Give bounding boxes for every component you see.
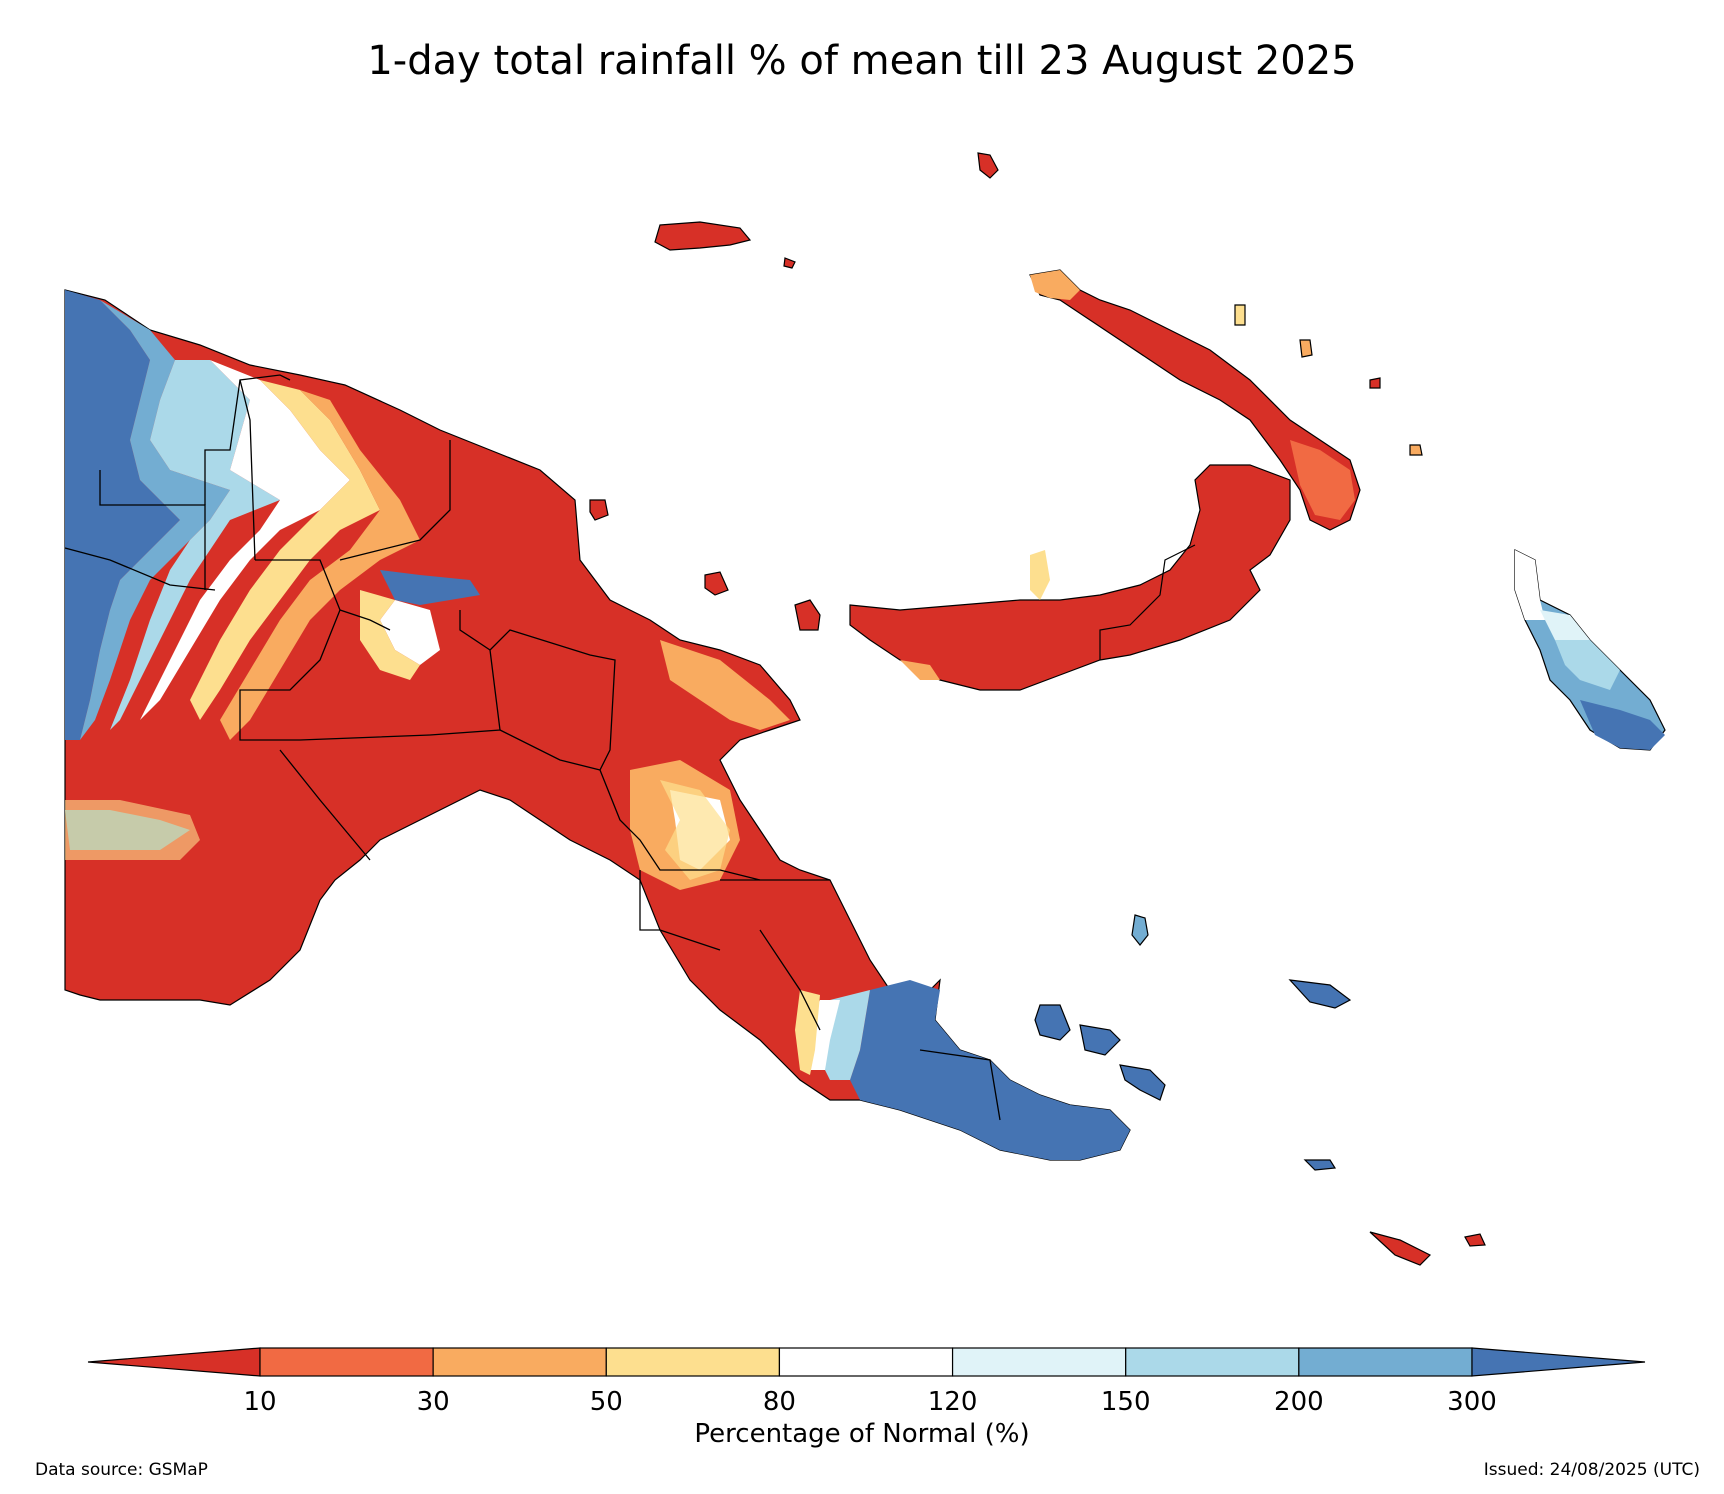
colorbar-extend-low [87, 1347, 261, 1377]
bougainville [1514, 549, 1666, 751]
bougainville-mod-wet [1555, 640, 1620, 690]
new-britain-landmass [849, 464, 1291, 691]
colorbar-segment [259, 1347, 434, 1377]
goodenough-island [1034, 1004, 1071, 1041]
bougainville-normal-zone [1515, 550, 1545, 620]
lihir-island [1409, 444, 1423, 456]
south-west-light-band [65, 800, 200, 860]
west-normal-zone [140, 360, 350, 720]
west-mod-dry-zone [220, 390, 420, 740]
west-slight-dry-zone [190, 380, 380, 720]
colorbar-tick-label: 150 [1101, 1387, 1151, 1417]
new-ireland-mod-dry [1030, 270, 1080, 300]
west-light-wet-zone [110, 360, 280, 730]
new-britain [849, 464, 1291, 691]
colorbar-tick-label: 10 [243, 1387, 276, 1417]
new-ireland-dry-coast [1290, 440, 1355, 520]
new-britain-west-dry [900, 660, 940, 680]
colorbar-tick-label: 200 [1274, 1387, 1324, 1417]
tabar-island [1299, 339, 1313, 358]
woodlark-island [1288, 979, 1352, 1009]
manus-island [654, 221, 752, 251]
karkar-island [589, 499, 609, 521]
colorbar-segment [951, 1347, 1127, 1377]
mainland [64, 289, 1131, 1161]
new-britain-slight-dry [1030, 550, 1050, 600]
normanby-island [1119, 1064, 1166, 1101]
umboi-island [794, 599, 821, 631]
new-ireland [1029, 269, 1361, 531]
colorbar-extend-high [1471, 1347, 1646, 1377]
northeast-mod-dry [660, 640, 790, 730]
mussau-island [977, 152, 999, 179]
fergusson-island [1079, 1024, 1121, 1056]
colorbar-segment [1125, 1347, 1300, 1377]
colorbar-segment [1298, 1347, 1473, 1377]
west-wet-zone [65, 290, 180, 740]
feni-island [1369, 377, 1381, 389]
highlands-slight-dry [360, 590, 420, 680]
issued-date: Issued: 24/08/2025 (UTC) [1483, 1460, 1700, 1480]
colorbar-tick-label: 50 [590, 1387, 623, 1417]
west-moderate-wet-zone [80, 300, 230, 740]
rossel-island [1464, 1233, 1486, 1247]
misima-island [1303, 1159, 1337, 1171]
colorbar-segment [605, 1347, 781, 1377]
colorbar-tick-label: 120 [928, 1387, 978, 1417]
witu-island [1234, 304, 1246, 326]
colorbar-tick-label: 30 [417, 1387, 450, 1417]
sudest-island [1369, 1231, 1432, 1266]
province-borders [64, 374, 1001, 1121]
highlands-wet-patch [380, 570, 480, 605]
colorbar-segment [432, 1347, 607, 1377]
huon-slight-dry-patch [660, 780, 730, 880]
colorbar-label: Percentage of Normal (%) [694, 1419, 1029, 1449]
colorbar-ticks: 10 30 50 80 120 150 200 300 [243, 1387, 1496, 1417]
southeast-tip-dry [795, 990, 820, 1075]
southeast-tip-wet [850, 980, 1130, 1160]
trobriand-island [1131, 914, 1149, 946]
colorbar [87, 1347, 1646, 1377]
highlands-normal-patch [380, 600, 440, 665]
colorbar-tick-label: 300 [1447, 1387, 1497, 1417]
colorbar-tick-label: 80 [763, 1387, 796, 1417]
new-ireland-landmass [1029, 269, 1361, 531]
manus-small-island [783, 257, 796, 269]
long-island [704, 571, 729, 596]
map-title: 1-day total rainfall % of mean till 23 A… [367, 38, 1357, 84]
new-britain-border [1099, 544, 1196, 660]
bougainville-south-wet [1580, 700, 1665, 750]
data-source: Data source: GSMaP [35, 1460, 208, 1480]
colorbar-segment [778, 1347, 954, 1377]
